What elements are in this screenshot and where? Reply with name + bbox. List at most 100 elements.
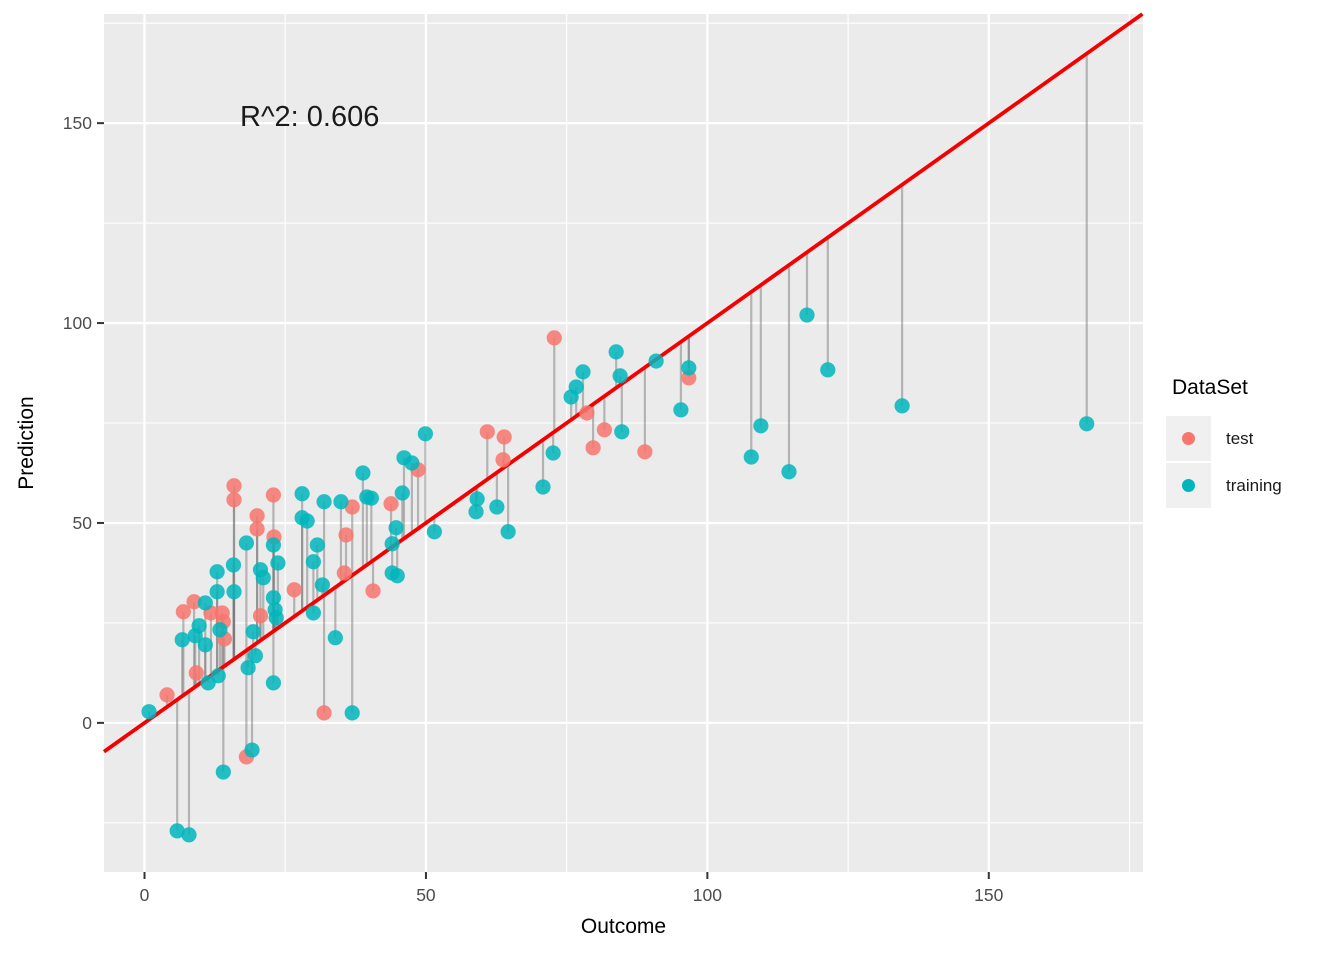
x-tick-label: 150 [974,885,1003,905]
data-point-training [1079,416,1095,432]
y-tick-label: 150 [63,113,92,133]
data-point-training [743,449,759,465]
y-tick-label: 100 [63,313,92,333]
data-point-training [305,605,321,621]
data-point-training [363,490,379,506]
data-point-training [469,491,485,507]
data-point-training [394,485,410,501]
data-point-training [255,570,271,586]
data-point-training [612,368,628,384]
data-point-training [169,823,185,839]
data-point-training [294,486,310,502]
data-point-training [212,622,228,638]
data-point-test [226,492,242,508]
data-point-test [249,508,265,524]
data-point-training [327,630,343,646]
data-point-training [344,705,360,721]
data-point-test [249,521,265,537]
data-point-training [388,520,404,536]
data-point-test [316,705,332,721]
data-point-training [333,494,349,510]
data-point-training [265,537,282,553]
data-point-test [286,582,302,598]
data-point-training [389,568,405,584]
data-point-training [215,764,231,780]
data-point-test [186,594,202,610]
legend-item-label: training [1226,475,1282,495]
legend-key [1166,416,1211,461]
data-point-training [575,364,591,380]
data-point-training [209,584,225,600]
data-point-training [210,668,226,684]
data-point-training [799,307,815,323]
data-point-training [299,513,315,529]
data-point-test [496,429,512,445]
data-point-test [637,444,653,460]
data-point-training [191,618,207,634]
data-point-training [468,504,484,520]
data-point-training [305,554,321,570]
data-point-test [252,608,269,624]
data-point-training [820,362,836,378]
data-point-training [238,535,254,551]
legend-item-training: training [1166,462,1282,509]
data-point-training [404,455,420,471]
y-axis-title: Prediction [15,396,38,490]
data-point-training [314,577,330,593]
data-point-training [500,524,516,540]
data-point-test [585,440,601,456]
data-point-training [209,564,225,580]
data-point-training [247,648,264,664]
data-point-test [188,665,204,681]
data-point-training [894,398,910,414]
data-point-test [479,424,495,440]
data-point-test [338,527,354,543]
y-tick-label: 50 [73,513,93,533]
data-point-training [181,827,197,843]
data-point-test [596,422,612,438]
data-point-training [225,557,242,573]
data-point-training [417,426,433,442]
x-tick-label: 100 [693,885,722,905]
data-point-training [174,632,190,648]
data-point-training [265,590,282,606]
legend-title: DataSet [1172,376,1248,399]
data-point-training [268,610,284,626]
data-point-test [159,687,175,703]
plot-panel [104,14,1143,872]
data-point-test [265,487,282,503]
data-point-training [265,675,282,691]
data-point-training [226,584,242,600]
data-point-training [608,344,624,360]
data-point-training [535,479,551,495]
identity-line [102,12,1144,754]
data-point-training [753,418,769,434]
data-point-test [383,496,399,512]
legend: DataSet test training [1166,376,1282,509]
data-point-training [489,499,505,515]
legend-item-label: test [1226,428,1254,448]
data-point-test [336,565,352,581]
data-point-training [673,402,689,418]
data-point-training [568,379,584,395]
data-point-test [226,478,242,494]
data-point-training [240,660,256,676]
data-point-training [781,464,797,480]
data-point-training [614,424,630,440]
data-point-test [175,604,191,620]
data-point-training [384,536,400,552]
data-point-training [244,742,260,758]
data-point-training [681,360,697,376]
x-tick-label: 50 [416,885,436,905]
data-point-training [316,494,332,510]
data-point-training [309,537,325,553]
data-point-training [648,353,664,369]
legend-key [1166,463,1211,508]
data-point-training [545,445,561,461]
data-point-test [546,330,562,346]
x-axis-title: Outcome [580,915,667,938]
test-point-icon [1182,432,1195,445]
x-tick-label: 0 [140,885,150,905]
